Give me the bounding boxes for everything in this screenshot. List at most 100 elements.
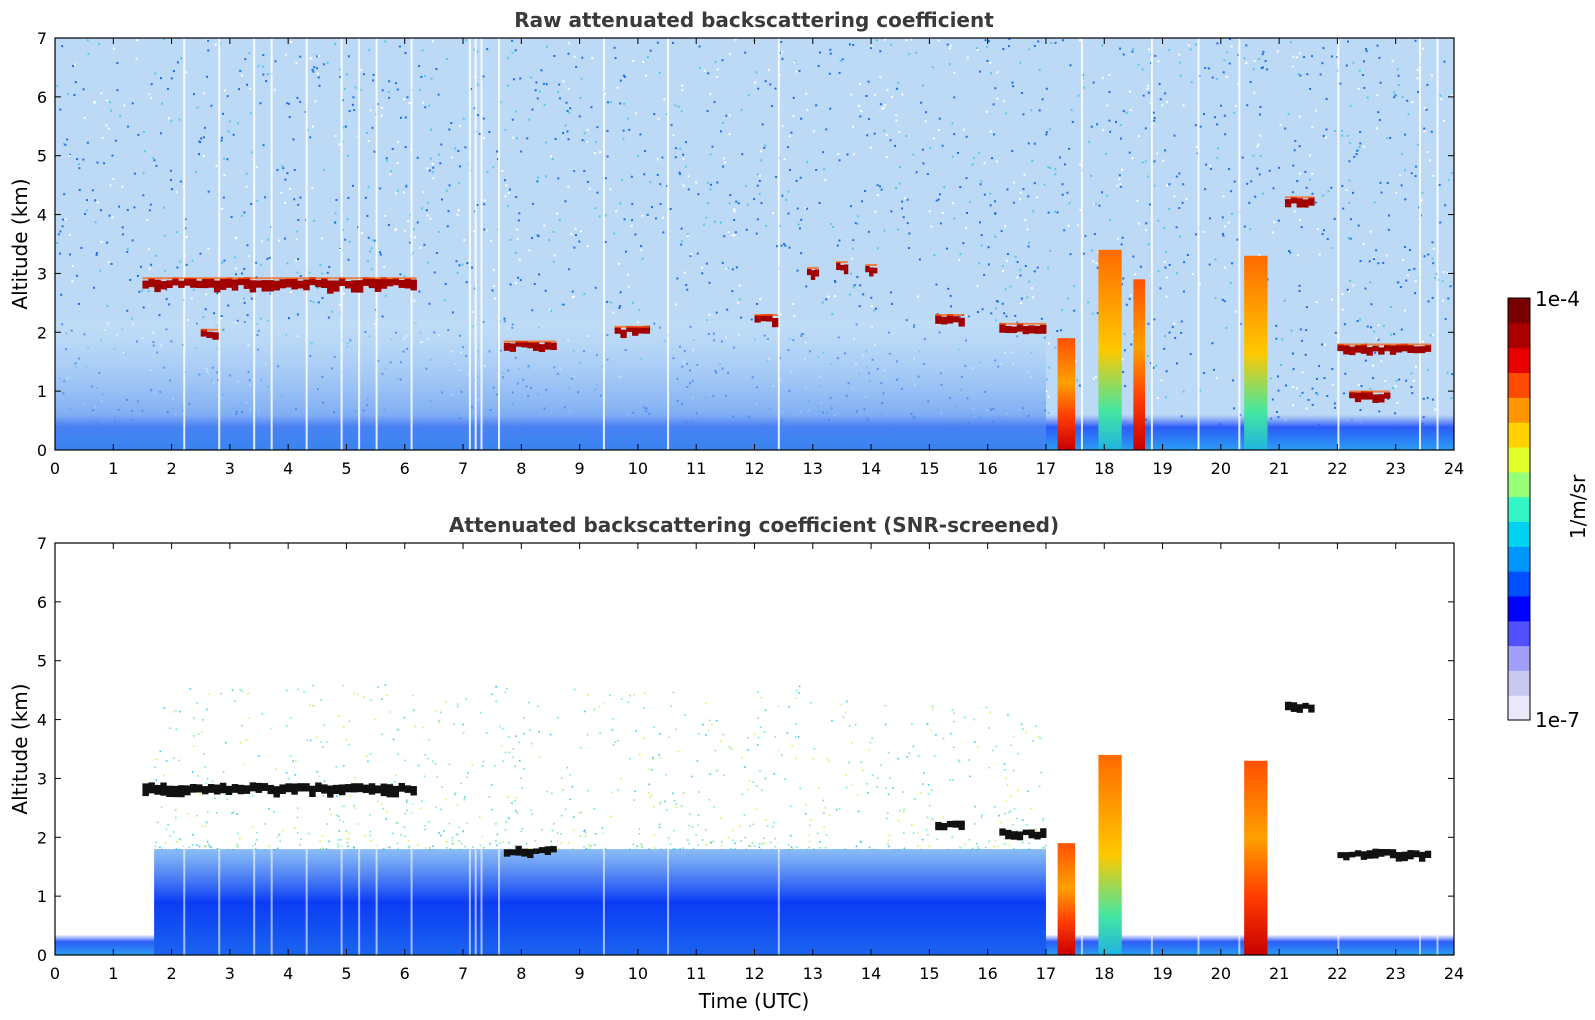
noise-speck: [170, 77, 173, 80]
y-tick-label: 4: [37, 206, 47, 225]
noise-speck: [460, 782, 463, 785]
noise-speck: [337, 845, 340, 848]
cloud-cell: [356, 280, 364, 293]
noise-speck: [815, 104, 818, 107]
noise-speck: [1165, 276, 1168, 279]
noise-speck: [740, 108, 743, 111]
noise-speck: [504, 691, 507, 694]
noise-speck: [583, 846, 585, 848]
noise-speck: [669, 207, 672, 210]
noise-speck: [1132, 255, 1135, 258]
noise-speck: [445, 798, 447, 801]
noise-speck: [912, 832, 915, 835]
noise-speck: [949, 779, 952, 781]
noise-speck: [1406, 274, 1409, 277]
noise-speck: [860, 110, 863, 113]
noise-speck: [1035, 828, 1038, 831]
noise-speck: [1028, 48, 1031, 51]
noise-speck: [746, 203, 749, 206]
noise-speck: [156, 821, 159, 824]
noise-speck: [136, 274, 139, 277]
noise-speck: [989, 192, 992, 195]
noise-speck: [1414, 365, 1417, 368]
noise-speck: [560, 842, 563, 844]
noise-speck: [866, 134, 869, 137]
noise-speck: [1301, 339, 1304, 342]
noise-speck: [1293, 149, 1296, 152]
noise-speck: [1195, 145, 1198, 148]
noise-speck: [1001, 302, 1004, 305]
noise-speck: [1134, 273, 1137, 276]
noise-speck: [274, 768, 277, 770]
noise-speck: [594, 286, 597, 289]
noise-speck: [243, 301, 246, 304]
noise-speck: [1430, 74, 1433, 77]
noise-speck: [176, 266, 179, 269]
noise-speck: [644, 74, 647, 77]
noise-speck: [1173, 195, 1176, 198]
noise-speck: [1279, 123, 1282, 126]
noise-speck: [756, 784, 758, 787]
noise-speck: [901, 200, 904, 203]
noise-speck: [1262, 50, 1265, 53]
noise-speck: [1237, 54, 1240, 57]
noise-speck: [1024, 264, 1027, 267]
noise-speck: [204, 766, 206, 768]
cloud-cell: [243, 277, 251, 289]
noise-speck: [683, 714, 686, 716]
noise-speck: [879, 185, 882, 188]
noise-speck: [490, 239, 493, 242]
noise-speck: [1141, 68, 1144, 71]
noise-speck: [494, 297, 497, 300]
noise-speck: [1180, 320, 1183, 323]
noise-speck: [1231, 262, 1234, 265]
noise-speck: [641, 846, 644, 849]
noise-speck: [687, 175, 690, 178]
noise-speck: [640, 843, 643, 846]
noise-speck: [964, 843, 966, 845]
noise-speck: [585, 848, 588, 850]
noise-speck: [925, 829, 928, 831]
noise-speck: [514, 282, 517, 285]
noise-speck: [942, 816, 944, 818]
noise-speck: [150, 263, 153, 266]
noise-speck: [1304, 170, 1307, 173]
noise-speck: [71, 64, 74, 67]
noise-speck: [1122, 277, 1125, 280]
noise-speck: [411, 694, 414, 697]
cloud-cell: [386, 784, 394, 798]
noise-speck: [684, 165, 687, 168]
noise-speck: [360, 232, 363, 235]
noise-speck: [585, 140, 588, 143]
noise-speck: [1061, 183, 1064, 186]
noise-speck: [605, 214, 608, 217]
noise-speck: [758, 180, 761, 183]
noise-speck: [594, 833, 597, 835]
cloud-cell: [958, 317, 965, 327]
colorbar-segment: [1508, 298, 1530, 324]
cloud-cell: [142, 783, 149, 797]
noise-speck: [1397, 84, 1400, 87]
noise-speck: [983, 273, 986, 276]
noise-speck: [316, 770, 319, 773]
noise-speck: [1014, 314, 1017, 317]
noise-speck: [808, 840, 811, 843]
noise-speck: [266, 257, 269, 260]
noise-speck: [1416, 77, 1419, 80]
noise-speck: [704, 828, 707, 831]
cloud-cell: [362, 277, 370, 286]
colorbar-segment: [1508, 571, 1530, 597]
noise-speck: [672, 792, 674, 795]
noise-speck: [564, 124, 567, 127]
noise-speck: [1013, 847, 1016, 850]
noise-speck: [170, 120, 173, 123]
noise-speck: [1387, 397, 1390, 400]
noise-speck: [530, 809, 532, 811]
noise-speck: [926, 816, 929, 819]
noise-speck: [185, 263, 188, 266]
noise-speck: [233, 256, 236, 259]
noise-speck: [320, 741, 322, 743]
noise-speck: [1067, 297, 1070, 300]
noise-speck: [763, 730, 766, 733]
noise-speck: [139, 265, 142, 268]
